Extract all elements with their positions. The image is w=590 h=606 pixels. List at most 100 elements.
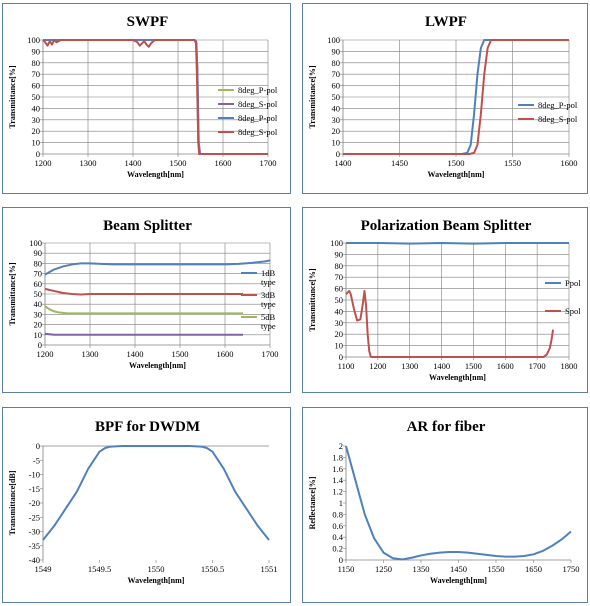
x-tick-label: 1250	[375, 564, 392, 574]
y-tick-label: 40	[32, 103, 41, 113]
y-tick-label: 0.6	[332, 521, 343, 531]
x-tick-label: 1549.5	[88, 564, 111, 574]
panel-bpf-dwdm: BPF for DWDM -40 -35 -30 -25 -20 -15 -10 -5 0 1549…	[2, 407, 291, 603]
y-tick-label: 1.6	[332, 464, 343, 474]
x-tick-label: 1550	[148, 564, 165, 574]
legend-label: type	[261, 299, 276, 309]
y-tick-label: 90	[335, 249, 344, 259]
y-tick-label: -5	[33, 455, 40, 465]
y-tick-label: 70	[34, 269, 43, 279]
x-axis-label: Wavelength[nm]	[430, 576, 487, 585]
x-tick-label: 1200	[35, 158, 52, 168]
y-tick-label: -35	[29, 541, 40, 551]
y-tick-label: 50	[335, 295, 344, 305]
y-tick-label: 70	[332, 69, 341, 79]
y-tick-label: 90	[332, 46, 341, 56]
y-tick-label: 80	[335, 261, 344, 271]
y-tick-label: 20	[335, 329, 344, 339]
x-tick-label: 1800	[561, 361, 578, 371]
y-axis-label: Transmittance[%]	[8, 262, 17, 325]
panel-lwpf: LWPF 0 10 20 30 40 50 60 70 80 90 100 1400 1450 1500 15…	[302, 3, 588, 194]
y-tick-label: 20	[34, 320, 43, 330]
legend-label: 8deg_S-pol	[238, 127, 278, 137]
y-tick-label: 20	[332, 126, 341, 136]
x-axis-label: Wavelength[nm]	[128, 576, 185, 585]
y-tick-label: 50	[332, 92, 341, 102]
y-axis-label: Transmittance[%]	[308, 65, 317, 128]
x-tick-label: 1400	[125, 158, 142, 168]
x-tick-label: 1550.5	[201, 564, 224, 574]
y-tick-label: 70	[32, 69, 41, 79]
legend-label: type	[261, 277, 276, 287]
x-tick-label: 1550	[488, 564, 505, 574]
legend-label: 5dB	[261, 312, 276, 322]
y-axis-label: Transmittance[%]	[308, 268, 317, 331]
y-tick-label: 1.4	[332, 475, 343, 485]
y-axis-label: Transmittance[dB]	[8, 470, 17, 535]
y-tick-label: 90	[34, 248, 43, 258]
y-tick-label: 100	[29, 238, 42, 248]
y-tick-label: 1.2	[332, 487, 343, 497]
y-tick-label: -15	[29, 484, 40, 494]
legend-label: 8deg_P-pol	[538, 100, 578, 110]
chart-title: Beam Splitter	[103, 218, 192, 234]
x-tick-label: 1200	[369, 361, 386, 371]
x-tick-label: 1600	[217, 349, 234, 359]
series-line	[44, 332, 243, 336]
series-line	[343, 39, 569, 155]
x-tick-label: 1700	[262, 349, 279, 359]
y-tick-label: 40	[332, 103, 341, 113]
x-tick-label: 1400	[335, 158, 352, 168]
y-tick-label: 80	[32, 58, 41, 68]
y-tick-label: 70	[335, 272, 344, 282]
y-tick-label: 100	[327, 35, 340, 45]
y-tick-label: 0.4	[332, 532, 343, 542]
x-tick-label: 1700	[529, 361, 546, 371]
x-tick-label: 1600	[497, 361, 514, 371]
y-tick-label: -40	[29, 555, 40, 565]
x-axis-label: Wavelength[nm]	[129, 361, 186, 370]
x-tick-label: 1549	[35, 564, 52, 574]
chart-title: LWPF	[425, 14, 467, 30]
x-tick-label: 1350	[413, 564, 430, 574]
x-tick-label: 1750	[563, 564, 580, 574]
x-tick-label: 1400	[433, 361, 450, 371]
legend-label: 8deg_S-pol	[538, 114, 578, 124]
chart-title: AR for fiber	[407, 419, 486, 435]
x-tick-label: 1600	[215, 158, 232, 168]
y-tick-label: 0	[339, 352, 343, 362]
legend-label: 1dB	[261, 268, 276, 278]
x-tick-label: 1500	[172, 349, 189, 359]
x-axis-label: Wavelength[nm]	[429, 373, 486, 382]
y-tick-label: 80	[332, 58, 341, 68]
y-tick-label: -30	[29, 527, 40, 537]
panel-ar-fiber: AR for fiber 0 0.2 0.4 0.6 0.8 1 1.2 1.4 1.6 1.8 2 1…	[302, 407, 588, 603]
series-line	[42, 39, 268, 155]
legend-label: type	[261, 321, 276, 331]
x-tick-label: 1550	[504, 158, 521, 168]
y-tick-label: 0	[336, 149, 340, 159]
chart-title: BPF for DWDM	[95, 419, 200, 435]
x-tick-label: 1200	[37, 349, 54, 359]
x-tick-label: 1300	[401, 361, 418, 371]
panel-polarization-beam-splitter: Polarization Beam Splitter 0 10 20 30 40 50 60 7…	[302, 207, 588, 393]
legend-label: 8deg_P-pol	[238, 85, 278, 95]
y-tick-label: 50	[32, 92, 41, 102]
y-tick-label: 10	[335, 341, 344, 351]
y-tick-label: 50	[34, 289, 43, 299]
y-tick-label: 0	[36, 441, 40, 451]
legend-label: Spol	[565, 306, 581, 316]
panel-swpf: SWPF 0 10 20 30 40 50 60 70 80 90 100 1200 1300 1400 15…	[2, 3, 291, 194]
x-tick-label: 1450	[450, 564, 467, 574]
x-axis-label: Wavelength[nm]	[127, 170, 184, 179]
y-tick-label: 1	[339, 498, 343, 508]
y-tick-label: 20	[32, 126, 41, 136]
series-line	[44, 259, 271, 276]
y-tick-label: 10	[32, 138, 41, 148]
x-tick-label: 1450	[391, 158, 408, 168]
y-tick-label: -25	[29, 512, 40, 522]
x-tick-label: 1100	[338, 361, 355, 371]
y-tick-label: -10	[29, 470, 40, 480]
x-tick-label: 1500	[448, 158, 465, 168]
